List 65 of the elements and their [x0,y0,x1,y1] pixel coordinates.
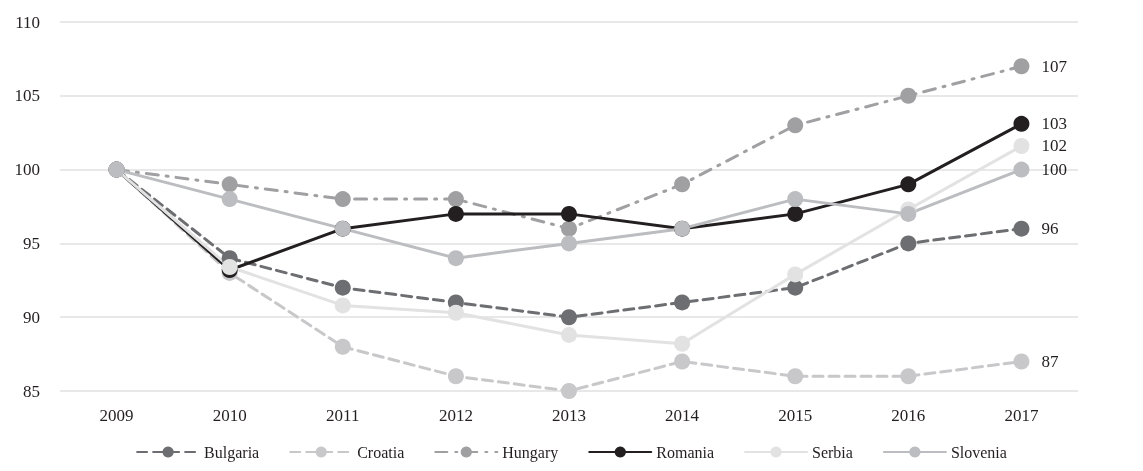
x-tick-label: 2009 [99,406,134,425]
point [447,368,464,385]
point [447,205,464,222]
point [674,294,691,311]
legend-label: Romania [656,443,715,461]
data-label: 100 [1041,160,1067,180]
point [1013,137,1030,154]
point [900,368,917,385]
x-tick-label: 2015 [778,406,813,425]
point [447,191,464,208]
legend-label: Bulgaria [204,443,260,462]
point [900,205,917,222]
point [900,87,917,104]
point [447,304,464,321]
x-tick-label: 2013 [552,406,586,425]
y-tick-label: 100 [14,160,40,180]
point [561,220,577,237]
point [674,353,691,370]
point [1013,353,1030,370]
data-label: 102 [1041,136,1067,156]
point [1013,161,1030,178]
x-tick-label: 2011 [326,406,360,425]
x-tick-label: 2012 [438,406,473,425]
point [334,338,351,355]
point [561,205,577,222]
data-label: 87 [1041,351,1059,371]
point [787,205,804,222]
data-label: 96 [1041,219,1059,239]
point [1013,220,1030,237]
legend-label: Hungary [502,443,559,462]
point [787,266,804,283]
point [334,191,351,208]
legend-label: Serbia [812,443,853,461]
data-label: 103 [1041,114,1067,134]
y-tick-label: 90 [23,307,40,327]
y-tick-label: 85 [23,381,40,401]
point [334,297,351,314]
data-label: 107 [1041,56,1068,76]
x-tick-label: 2017 [1004,406,1039,425]
x-tick-label: 2010 [212,406,247,425]
point [787,191,804,208]
legend-label: Slovenia [950,443,1007,461]
point [787,117,804,134]
point [787,368,804,385]
point [561,235,577,252]
point [900,176,917,193]
point [447,250,464,267]
point [561,383,577,399]
x-tick-label: 2016 [891,406,926,425]
point [561,309,577,326]
y-tick-label: 105 [14,86,40,106]
x-tick-label: 2014 [665,406,700,425]
y-tick-label: 95 [23,233,40,253]
point [334,279,351,296]
point [221,191,238,208]
legend-label: Croatia [357,443,405,461]
point [221,176,238,193]
point [900,235,917,252]
point [787,279,804,296]
y-tick-label: 110 [15,12,40,32]
point [674,335,691,352]
point [1013,58,1030,75]
point [1013,115,1030,132]
point [674,176,691,193]
point [561,326,577,343]
